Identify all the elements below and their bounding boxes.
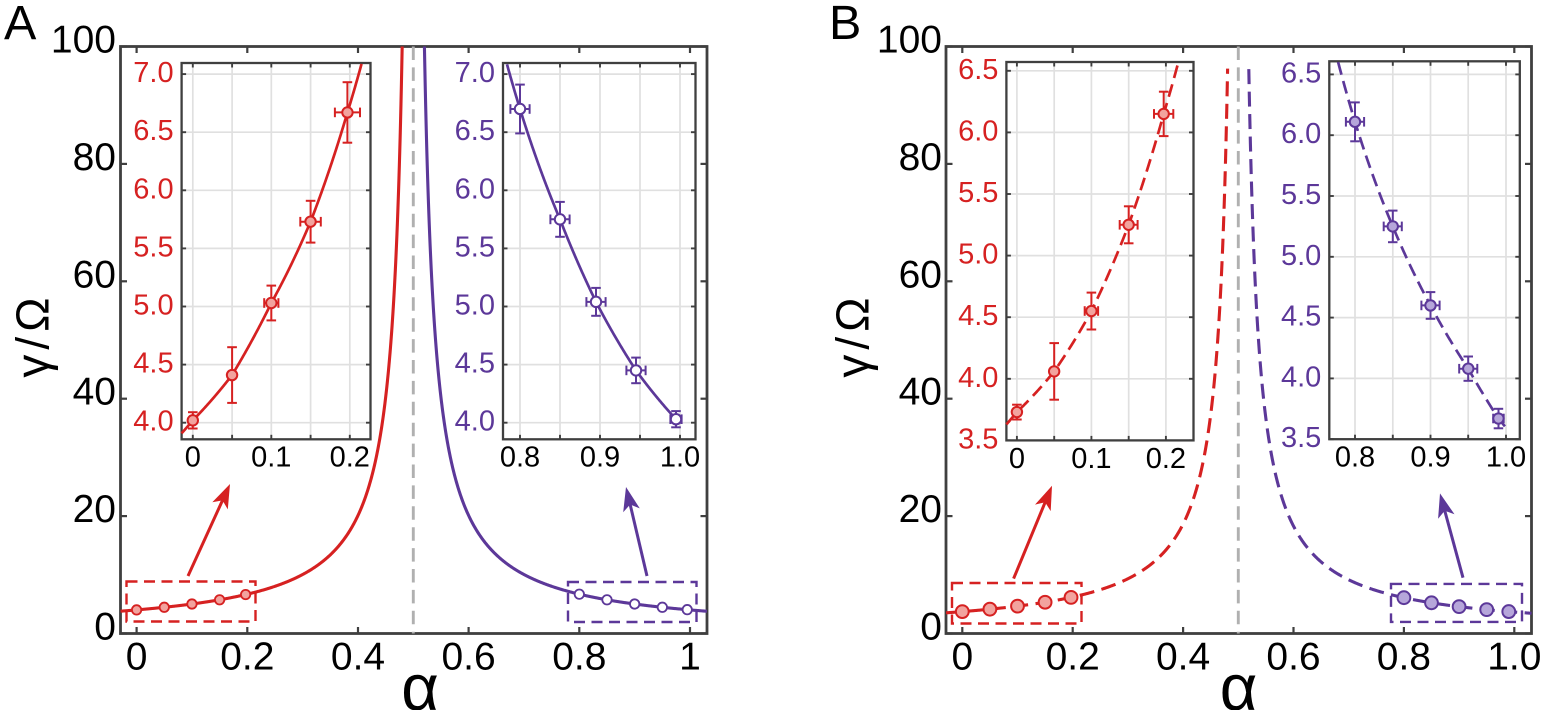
svg-text:0.8: 0.8 <box>552 636 606 679</box>
svg-text:4.0: 4.0 <box>1281 361 1321 393</box>
svg-text:0: 0 <box>126 636 148 679</box>
svg-text:γ/Ω: γ/Ω <box>7 292 59 377</box>
svg-text:0.6: 0.6 <box>1266 636 1320 679</box>
svg-text:0: 0 <box>920 606 942 649</box>
svg-text:6.0: 6.0 <box>455 173 495 205</box>
svg-text:α: α <box>1220 651 1258 710</box>
svg-text:100: 100 <box>51 19 116 62</box>
svg-text:7.0: 7.0 <box>133 57 173 89</box>
svg-text:6.5: 6.5 <box>455 115 495 147</box>
svg-text:0.2: 0.2 <box>1046 636 1100 679</box>
svg-text:0: 0 <box>94 606 116 649</box>
svg-text:4.0: 4.0 <box>958 362 998 394</box>
svg-text:4.5: 4.5 <box>133 348 173 380</box>
svg-text:5.5: 5.5 <box>1281 179 1321 211</box>
svg-text:20: 20 <box>899 488 942 531</box>
svg-text:0.1: 0.1 <box>1071 443 1111 475</box>
svg-text:0: 0 <box>185 442 201 474</box>
svg-text:5.5: 5.5 <box>133 231 173 263</box>
svg-text:3.5: 3.5 <box>1281 422 1321 454</box>
svg-text:0: 0 <box>951 636 973 679</box>
svg-text:α: α <box>401 651 439 710</box>
svg-text:4.0: 4.0 <box>133 406 173 438</box>
svg-text:6.0: 6.0 <box>133 173 173 205</box>
svg-text:1: 1 <box>679 636 701 679</box>
svg-text:4.5: 4.5 <box>958 300 998 332</box>
svg-text:1.0: 1.0 <box>1487 636 1541 679</box>
svg-text:0.6: 0.6 <box>441 636 495 679</box>
svg-text:0.1: 0.1 <box>251 442 291 474</box>
svg-text:4.5: 4.5 <box>1281 301 1321 333</box>
svg-text:5.0: 5.0 <box>133 290 173 322</box>
svg-text:60: 60 <box>899 253 942 296</box>
svg-text:0.8: 0.8 <box>1377 636 1431 679</box>
svg-text:40: 40 <box>73 371 116 414</box>
svg-text:5.0: 5.0 <box>1281 240 1321 272</box>
svg-text:5.0: 5.0 <box>455 290 495 322</box>
svg-text:4.5: 4.5 <box>455 348 495 380</box>
svg-text:γ/Ω: γ/Ω <box>827 292 879 377</box>
svg-text:4.0: 4.0 <box>455 406 495 438</box>
svg-text:5.5: 5.5 <box>455 231 495 263</box>
svg-text:B: B <box>829 0 861 50</box>
svg-text:7.0: 7.0 <box>455 57 495 89</box>
svg-text:0.8: 0.8 <box>1335 442 1375 474</box>
svg-text:A: A <box>4 0 37 50</box>
svg-text:0.9: 0.9 <box>580 442 620 474</box>
svg-text:60: 60 <box>73 253 116 296</box>
svg-text:1.0: 1.0 <box>660 442 700 474</box>
svg-text:80: 80 <box>899 136 942 179</box>
svg-text:6.0: 6.0 <box>1281 118 1321 150</box>
svg-text:6.5: 6.5 <box>958 54 998 86</box>
svg-text:0.2: 0.2 <box>1146 443 1186 475</box>
svg-text:5.5: 5.5 <box>958 177 998 209</box>
svg-text:0.4: 0.4 <box>331 636 385 679</box>
svg-text:5.0: 5.0 <box>958 239 998 271</box>
svg-text:3.5: 3.5 <box>958 423 998 455</box>
svg-text:20: 20 <box>73 488 116 531</box>
svg-text:0.4: 0.4 <box>1156 636 1210 679</box>
svg-text:6.0: 6.0 <box>958 115 998 147</box>
svg-text:0: 0 <box>1009 443 1025 475</box>
svg-text:0.9: 0.9 <box>1410 442 1450 474</box>
svg-text:0.2: 0.2 <box>220 636 274 679</box>
svg-text:0.2: 0.2 <box>330 442 370 474</box>
svg-text:6.5: 6.5 <box>133 115 173 147</box>
svg-text:80: 80 <box>73 136 116 179</box>
svg-text:0.8: 0.8 <box>500 442 540 474</box>
svg-text:6.5: 6.5 <box>1281 57 1321 89</box>
svg-text:100: 100 <box>877 19 942 62</box>
svg-text:40: 40 <box>899 371 942 414</box>
svg-text:1.0: 1.0 <box>1486 442 1526 474</box>
